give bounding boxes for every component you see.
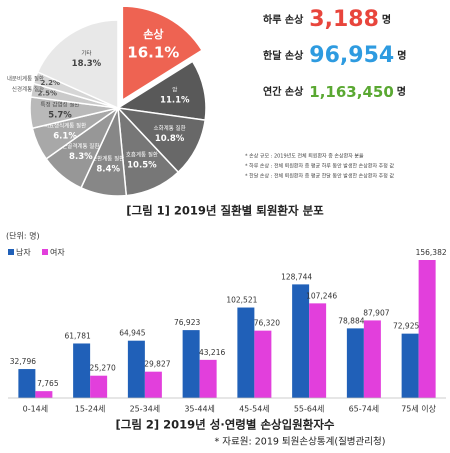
figure-caption: [그림 2] 2019년 성·연령별 손상입원환자수 xyxy=(115,418,334,432)
legend-swatch xyxy=(42,249,48,255)
x-tick-label: 45-54세 xyxy=(239,405,270,414)
bar-value-label: 61,781 xyxy=(65,331,91,340)
stat-label: 하루 손상 xyxy=(263,13,304,26)
footnote: * 한달 손상 : 전체 퇴원환자 중 평균 한달 동안 발생한 손상환자 추정… xyxy=(245,173,394,180)
x-tick-label: 15-24세 xyxy=(75,405,106,414)
slice-label: 신경계통 질환 xyxy=(12,85,44,93)
legend-label: 여자 xyxy=(50,247,65,257)
stat-value: 1,163,450 xyxy=(309,83,393,101)
bar-value-label: 72,925 xyxy=(393,322,419,331)
stat-unit: 명 xyxy=(397,49,406,62)
bar-value-label: 7,765 xyxy=(37,379,59,388)
slice-label: 기타 xyxy=(81,49,91,57)
bar xyxy=(18,369,36,398)
bar xyxy=(418,260,436,398)
slice-value: 6.1% xyxy=(53,131,77,141)
footnote: * 손상 규모 : 2019년도 전체 퇴원환자 중 손상환자 분율 xyxy=(245,153,364,160)
stat-line: 연간 손상 1,163,450 명 xyxy=(263,83,406,101)
slice-label: 근골격계통 질환 xyxy=(62,142,99,150)
slice-label: 순환계통 질환 xyxy=(92,155,124,163)
slice-value: 8.3% xyxy=(69,152,93,162)
bar-value-label: 128,744 xyxy=(281,272,312,281)
slice-value: 2.2% xyxy=(41,79,60,87)
bar-value-label: 43,216 xyxy=(199,348,225,357)
slice-value: 10.5% xyxy=(127,160,157,170)
unit-label: (단위: 명) xyxy=(6,231,40,241)
bar xyxy=(127,340,145,398)
slice-value: 5.7% xyxy=(48,111,72,121)
bar-value-label: 156,382 xyxy=(416,248,447,257)
slice-label: 손상 xyxy=(143,27,163,41)
x-tick-label: 25-34세 xyxy=(130,405,161,414)
slice-value: 10.8% xyxy=(155,134,185,144)
stat-line: 하루 손상 3,188 명 xyxy=(263,7,391,32)
slice-label: 내분비계통 질환 xyxy=(7,75,44,83)
x-tick-label: 75세 이상 xyxy=(401,404,436,414)
stat-label: 한달 손상 xyxy=(263,49,304,62)
bar xyxy=(90,375,108,398)
x-tick-label: 65-74세 xyxy=(349,405,380,414)
bar xyxy=(346,328,364,398)
bar-value-label: 32,796 xyxy=(10,357,36,366)
bar xyxy=(292,284,310,398)
slice-label: 암 xyxy=(172,85,177,93)
stat-unit: 명 xyxy=(397,85,406,98)
bar xyxy=(199,359,217,398)
bar-value-label: 76,320 xyxy=(254,319,280,328)
bar-value-label: 29,827 xyxy=(144,360,170,369)
bar xyxy=(35,391,53,398)
source-note: * 자료원: 2019 퇴원손상통계(질병관리청) xyxy=(215,436,386,448)
stat-label: 연간 손상 xyxy=(263,85,304,98)
bar-value-label: 78,884 xyxy=(338,316,364,325)
bar-value-label: 102,521 xyxy=(226,296,257,305)
slice-label: 호흡계통 질환 xyxy=(126,150,158,158)
pie-slice xyxy=(121,5,204,102)
bar xyxy=(363,320,381,398)
pie-slice xyxy=(36,19,119,110)
slice-value: 2.5% xyxy=(38,89,57,97)
bar-value-label: 87,907 xyxy=(363,308,389,317)
bar xyxy=(73,343,91,398)
stat-unit: 명 xyxy=(382,13,391,26)
bar-value-label: 76,923 xyxy=(174,318,200,327)
legend-swatch xyxy=(8,249,14,255)
bar xyxy=(309,303,327,398)
bar xyxy=(237,307,255,398)
slice-value: 8.4% xyxy=(96,165,120,175)
bar xyxy=(182,330,200,398)
stat-value: 3,188 xyxy=(309,7,379,32)
stat-value: 96,954 xyxy=(309,43,394,68)
slice-label: 특정 감염성 질환 xyxy=(41,101,80,109)
bar xyxy=(401,333,419,398)
slice-value: 16.1% xyxy=(127,44,179,62)
bar xyxy=(254,330,272,398)
slice-value: 18.3% xyxy=(72,59,102,69)
bar xyxy=(144,371,162,398)
footnote: * 하루 손상 : 전체 퇴원환자 중 평균 하루 동안 발생한 손상환자 추정… xyxy=(245,163,394,170)
bar-value-label: 25,270 xyxy=(90,364,116,373)
x-tick-label: 55-64세 xyxy=(294,405,325,414)
slice-label: 소화계통 질환 xyxy=(154,124,186,132)
x-tick-label: 35-44세 xyxy=(184,405,215,414)
x-tick-label: 0-14세 xyxy=(23,405,49,414)
slice-value: 11.1% xyxy=(160,95,190,105)
legend-label: 남자 xyxy=(16,248,31,257)
figure-caption: [그림 1] 2019년 질환별 퇴원환자 분포 xyxy=(126,204,324,218)
bar-value-label: 64,945 xyxy=(119,329,145,338)
slice-label: 비뇨생식계통 질환 xyxy=(44,121,86,129)
stat-line: 한달 손상 96,954 명 xyxy=(263,43,406,68)
bar-value-label: 107,246 xyxy=(306,291,337,300)
